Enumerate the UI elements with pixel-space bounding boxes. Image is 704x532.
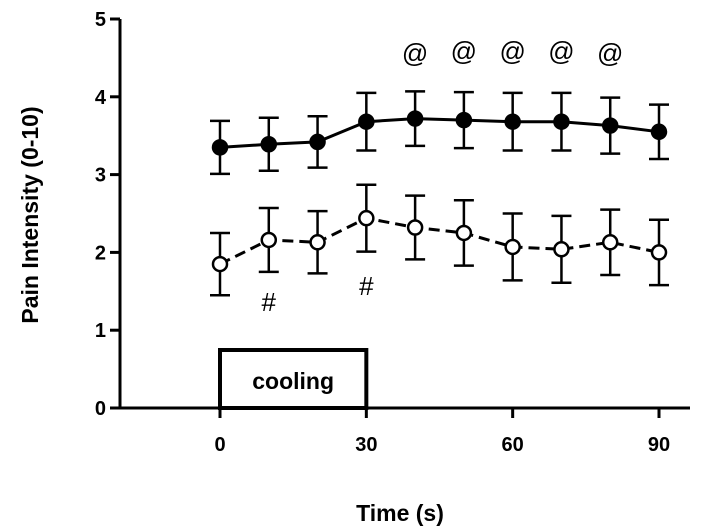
series-line bbox=[219, 216, 660, 266]
data-point bbox=[650, 244, 668, 261]
data-point bbox=[309, 133, 326, 151]
y-tick-label: 2 bbox=[95, 242, 106, 264]
data-point bbox=[455, 224, 473, 242]
annotation-symbol: @ bbox=[597, 38, 623, 68]
cooling-box-label: cooling bbox=[252, 368, 334, 394]
y-tick-label: 5 bbox=[95, 9, 106, 31]
data-point bbox=[455, 111, 473, 129]
x-tick-label: 90 bbox=[648, 434, 670, 456]
annotation-symbol: @ bbox=[402, 38, 428, 68]
data-point bbox=[504, 238, 521, 256]
series-2 bbox=[210, 183, 669, 297]
data-point bbox=[650, 123, 668, 141]
series-1 bbox=[210, 90, 669, 176]
x-axis-title: Time (s) bbox=[356, 500, 444, 526]
annotation-symbol: @ bbox=[499, 36, 525, 66]
annotations: @ @ @ @ @ # # bbox=[262, 36, 624, 317]
series-layer bbox=[210, 90, 669, 297]
data-point bbox=[211, 255, 229, 273]
data-point bbox=[358, 209, 375, 227]
y-tick-label: 4 bbox=[95, 87, 107, 109]
y-axis-title: Pain Intensity (0-10) bbox=[17, 106, 43, 323]
data-point bbox=[309, 234, 326, 251]
data-point bbox=[358, 113, 375, 130]
y-tick-label: 0 bbox=[95, 398, 106, 420]
series-line bbox=[219, 117, 660, 149]
data-point bbox=[553, 241, 570, 258]
x-tick-label: 60 bbox=[502, 434, 524, 456]
annotation-symbol: @ bbox=[548, 36, 574, 66]
y-tick-label: 3 bbox=[95, 165, 106, 187]
data-point bbox=[260, 136, 278, 153]
data-point bbox=[406, 219, 424, 236]
annotation-symbol: # bbox=[359, 271, 374, 301]
y-tick-label: 1 bbox=[95, 320, 106, 342]
data-point bbox=[601, 234, 619, 251]
data-point bbox=[260, 231, 278, 249]
data-point bbox=[601, 117, 619, 134]
annotation-symbol: # bbox=[262, 287, 277, 317]
axes: 0 1 2 3 4 5 0 30 60 90 bbox=[95, 9, 690, 456]
data-point bbox=[211, 139, 229, 156]
x-tick-label: 0 bbox=[214, 434, 225, 456]
cooling-box: cooling bbox=[218, 348, 369, 410]
data-point bbox=[504, 113, 521, 130]
x-tick-label: 30 bbox=[355, 434, 377, 456]
annotation-symbol: @ bbox=[451, 36, 477, 66]
data-point bbox=[553, 113, 570, 130]
cooling-box-rect bbox=[218, 348, 369, 410]
data-point bbox=[406, 110, 424, 127]
